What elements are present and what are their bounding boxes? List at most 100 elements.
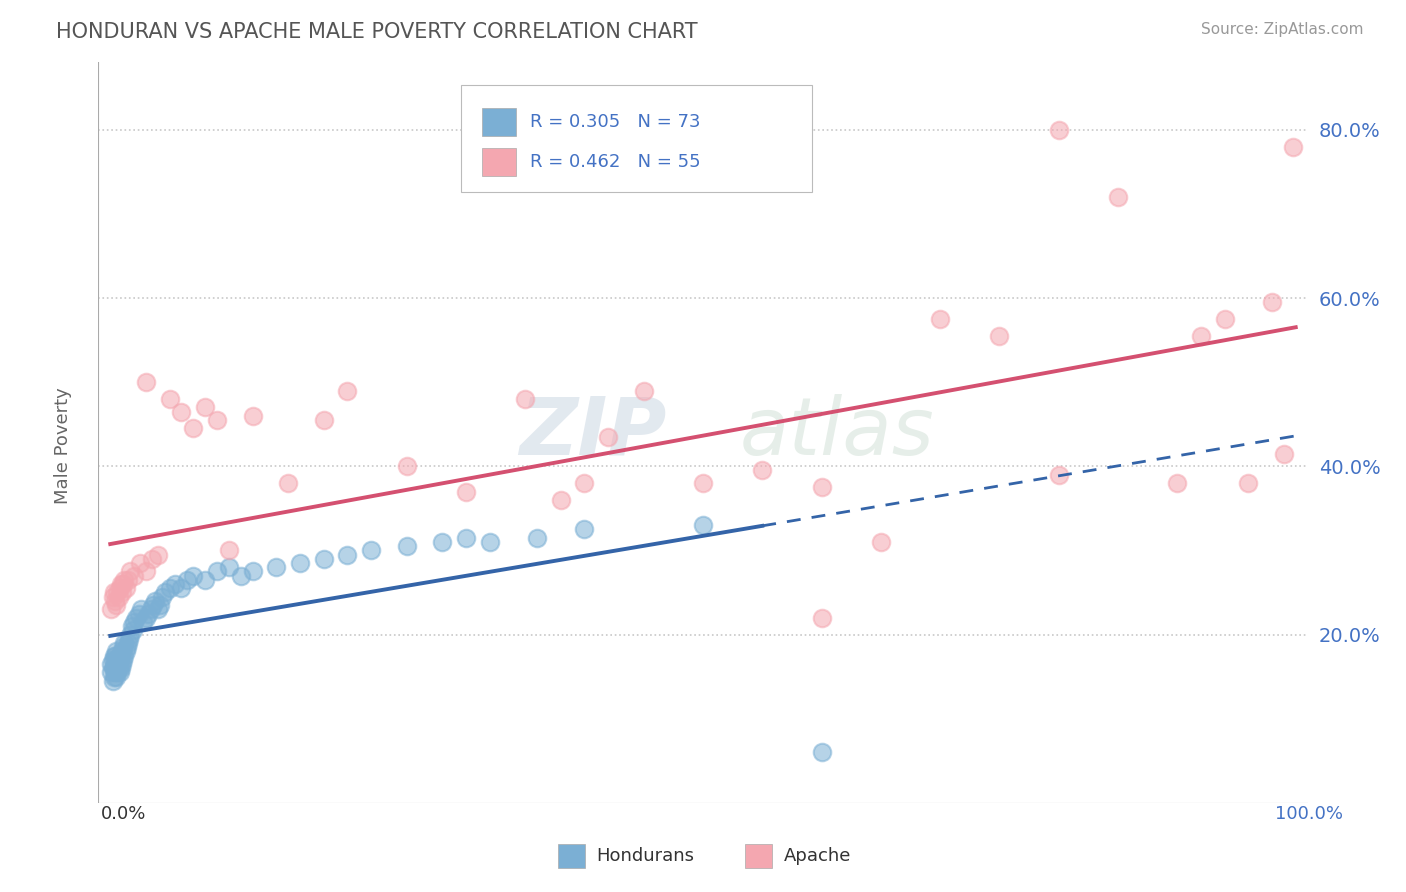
Point xyxy=(869,535,891,549)
Text: 0.0%: 0.0% xyxy=(101,805,146,823)
Point xyxy=(117,573,139,587)
Point xyxy=(114,581,136,595)
Point xyxy=(574,476,596,491)
Point xyxy=(264,560,287,574)
Point xyxy=(1282,139,1305,153)
Point xyxy=(288,556,311,570)
Point xyxy=(103,648,125,663)
Point xyxy=(112,577,135,591)
Point xyxy=(143,594,166,608)
Point xyxy=(103,670,125,684)
Point xyxy=(277,476,299,491)
Point xyxy=(395,539,418,553)
Point xyxy=(165,577,187,591)
Point xyxy=(1272,447,1295,461)
Text: R = 0.462   N = 55: R = 0.462 N = 55 xyxy=(530,153,700,171)
Point xyxy=(111,644,134,658)
Point xyxy=(120,565,142,579)
Point xyxy=(110,577,132,591)
Point xyxy=(149,598,172,612)
FancyBboxPatch shape xyxy=(482,148,516,177)
Point xyxy=(360,543,382,558)
Point xyxy=(110,648,132,663)
Point xyxy=(142,598,165,612)
Point xyxy=(152,590,174,604)
Point xyxy=(229,568,252,582)
Point xyxy=(633,384,655,398)
Point xyxy=(526,531,548,545)
Point xyxy=(101,661,124,675)
Point xyxy=(598,430,620,444)
Text: ZIP: ZIP xyxy=(519,393,666,472)
Point xyxy=(100,602,122,616)
Point xyxy=(100,657,122,671)
Point xyxy=(574,522,596,536)
Point xyxy=(1189,329,1212,343)
Point xyxy=(312,413,335,427)
Point xyxy=(312,551,335,566)
Text: Source: ZipAtlas.com: Source: ZipAtlas.com xyxy=(1201,22,1364,37)
Point xyxy=(114,644,136,658)
FancyBboxPatch shape xyxy=(558,844,585,868)
Point xyxy=(176,573,198,587)
Point xyxy=(122,615,145,629)
FancyBboxPatch shape xyxy=(482,108,516,136)
Point xyxy=(194,401,217,415)
Point xyxy=(122,568,145,582)
Point xyxy=(1166,476,1188,491)
Text: Male Poverty: Male Poverty xyxy=(55,388,72,504)
Point xyxy=(242,409,264,423)
FancyBboxPatch shape xyxy=(745,844,772,868)
Point xyxy=(810,610,832,624)
Point xyxy=(108,581,131,595)
Point xyxy=(114,636,136,650)
Point xyxy=(105,670,128,684)
Point xyxy=(205,413,228,427)
Point xyxy=(478,535,501,549)
Point xyxy=(454,531,477,545)
Point xyxy=(454,484,477,499)
Point xyxy=(101,673,124,688)
Point xyxy=(128,607,150,621)
Point xyxy=(111,585,134,599)
Point xyxy=(103,661,125,675)
Point xyxy=(101,653,124,667)
Point xyxy=(692,518,714,533)
Point xyxy=(194,573,217,587)
Text: atlas: atlas xyxy=(740,393,934,472)
Point xyxy=(120,627,142,641)
Point xyxy=(129,602,152,616)
Point xyxy=(432,535,454,549)
Point xyxy=(170,581,193,595)
Point xyxy=(105,644,128,658)
Point xyxy=(108,665,131,680)
Point xyxy=(336,384,359,398)
Point xyxy=(132,615,155,629)
Point xyxy=(135,610,157,624)
Point xyxy=(115,640,138,655)
Point xyxy=(105,661,128,675)
Point xyxy=(218,543,240,558)
Point xyxy=(153,585,176,599)
Text: 100.0%: 100.0% xyxy=(1275,805,1343,823)
Point xyxy=(181,568,204,582)
Point xyxy=(135,375,157,389)
Point xyxy=(1237,476,1260,491)
Point xyxy=(121,619,143,633)
Point xyxy=(100,665,122,680)
Point xyxy=(751,463,773,477)
Point xyxy=(159,392,181,406)
Point xyxy=(988,329,1011,343)
Point xyxy=(810,480,832,494)
Point xyxy=(107,648,129,663)
Point xyxy=(1261,295,1284,310)
Point xyxy=(550,492,572,507)
Point xyxy=(104,657,127,671)
Point xyxy=(181,421,204,435)
Point xyxy=(105,657,128,671)
Point xyxy=(170,404,193,418)
Point xyxy=(105,585,128,599)
Point xyxy=(146,602,169,616)
Text: Apache: Apache xyxy=(785,847,852,865)
Point xyxy=(1213,312,1236,326)
